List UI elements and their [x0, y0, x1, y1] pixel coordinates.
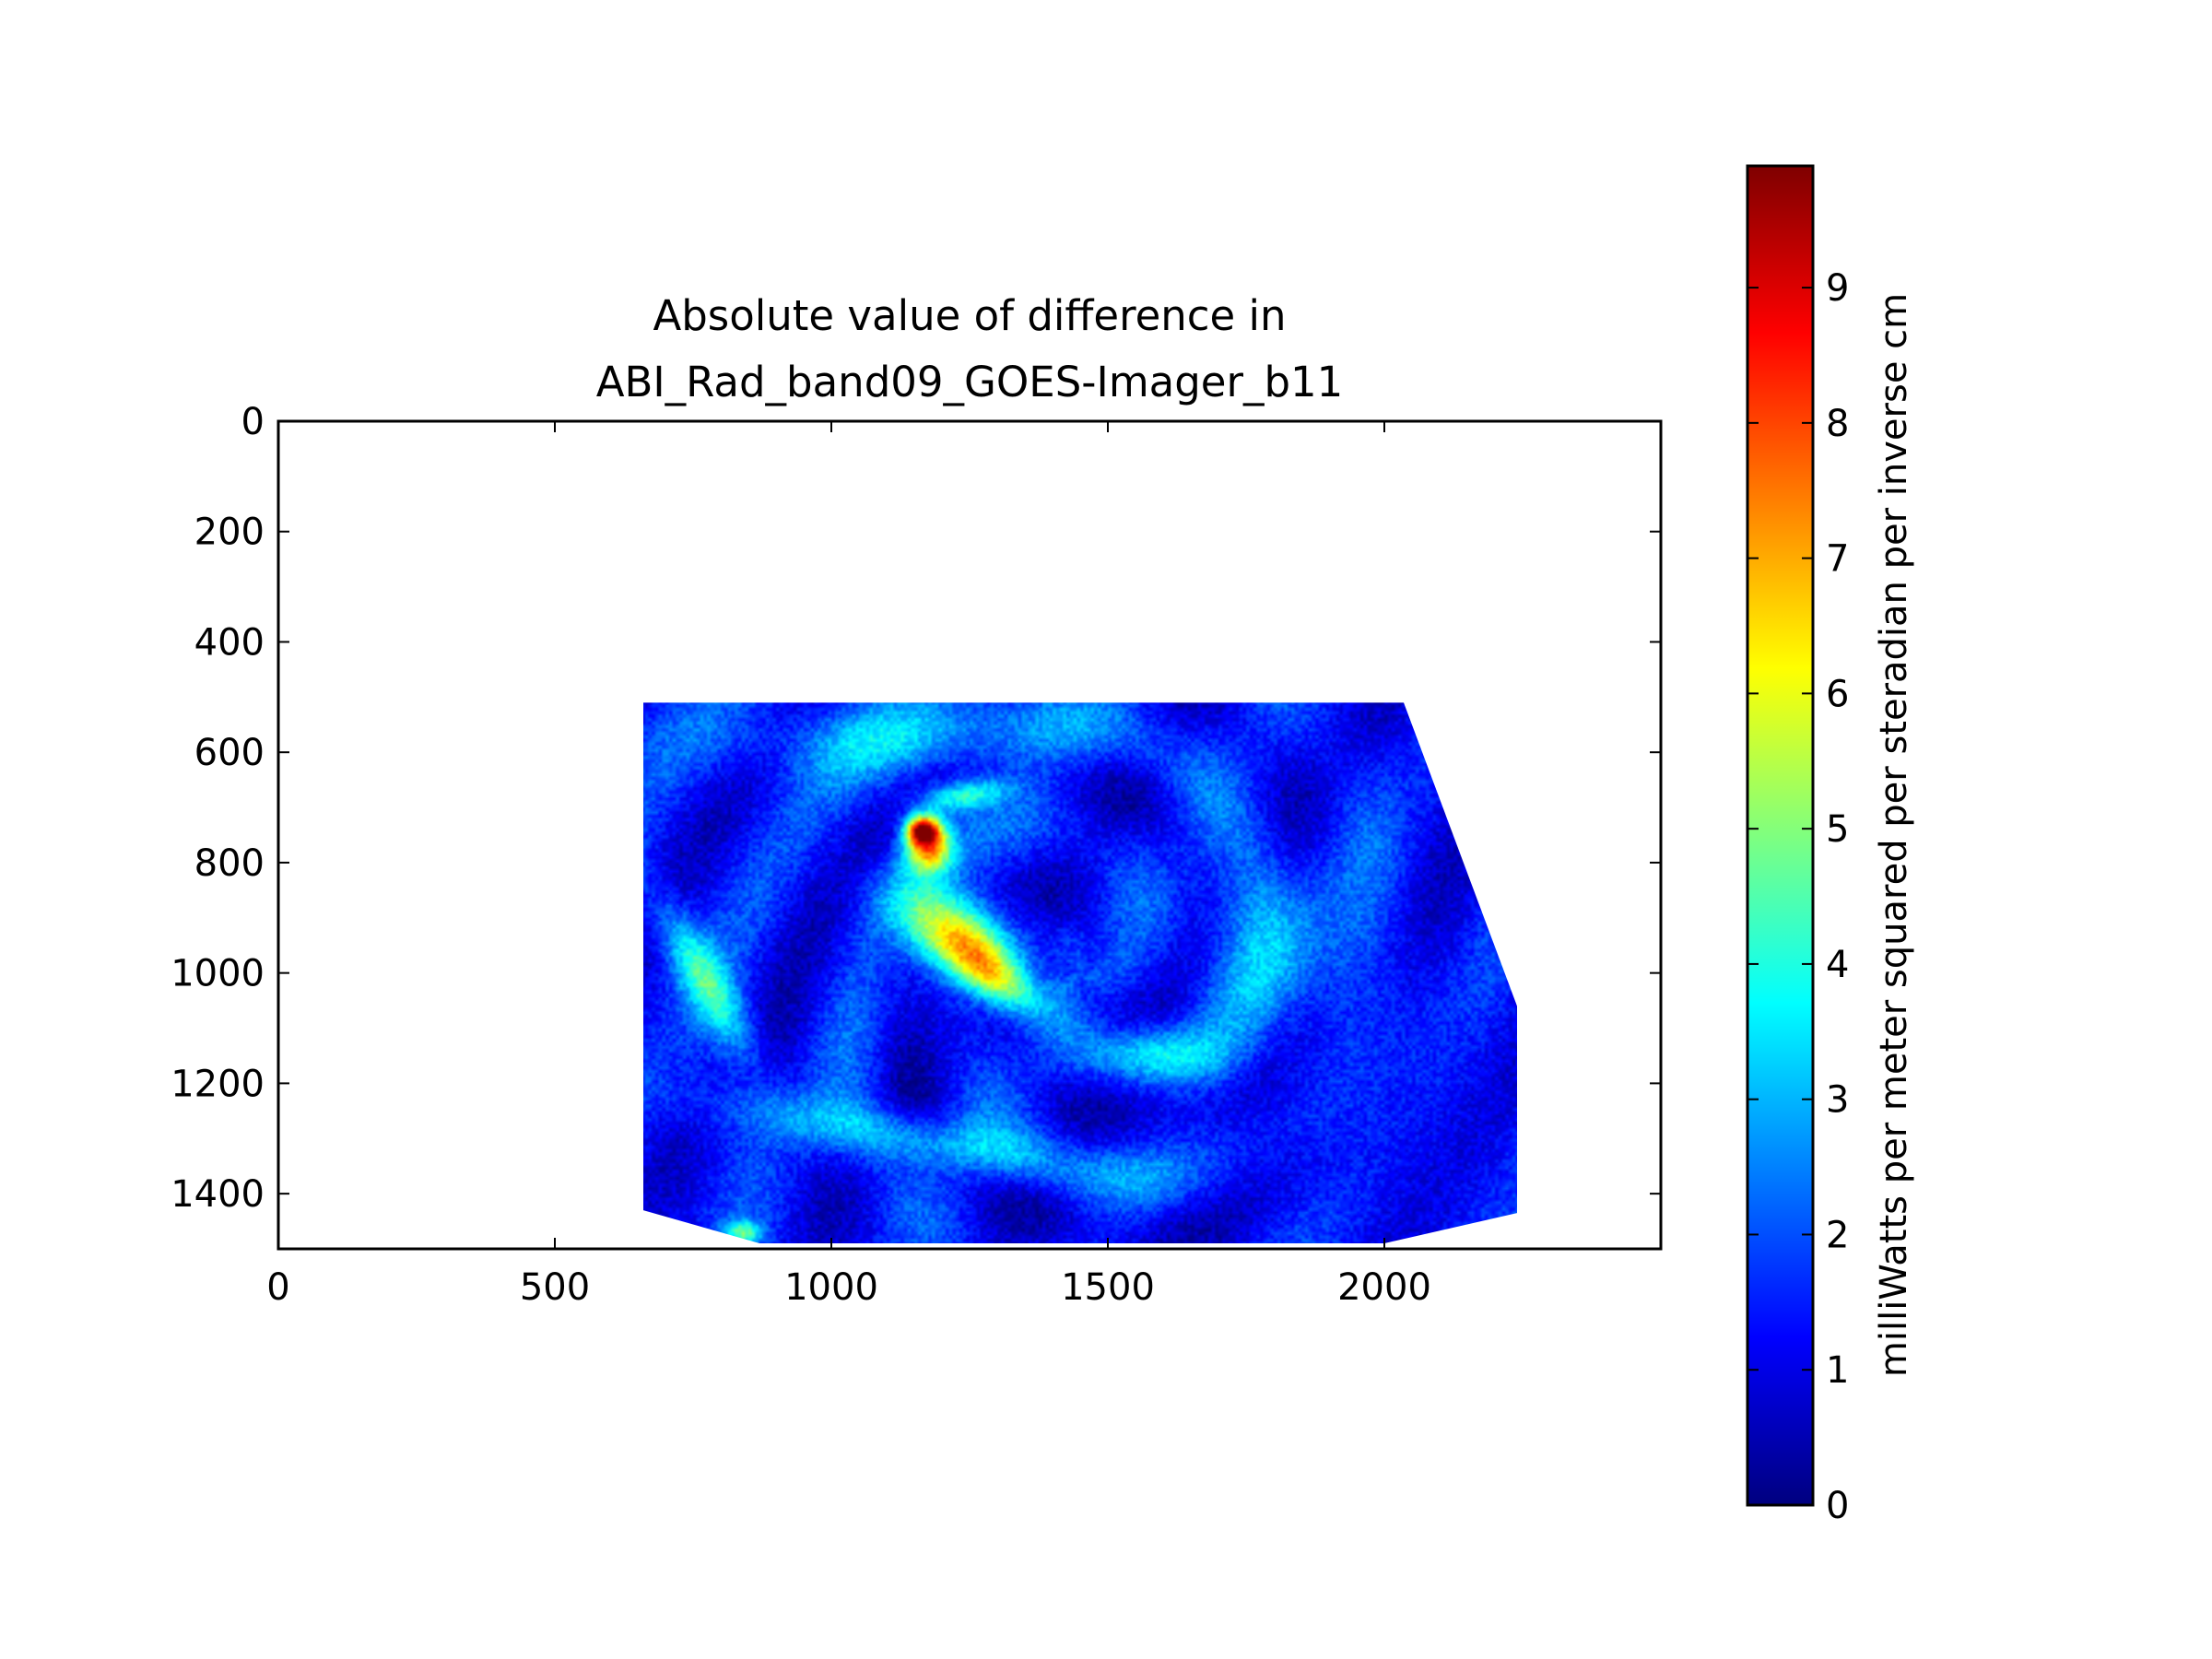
y-tick-label: 600	[194, 732, 265, 774]
x-tick-label: 1500	[1061, 1266, 1155, 1309]
colorbar-tick-label: 0	[1826, 1485, 1849, 1527]
y-tick-label: 400	[194, 621, 265, 664]
x-axis: 0 500 1000 1500 2000	[266, 421, 1431, 1309]
y-tick-label: 0	[241, 401, 265, 443]
heatmap-image	[643, 702, 1517, 1244]
colorbar-label: milliWatts per meter squared per steradi…	[1873, 293, 1915, 1377]
colorbar-tick-label: 3	[1826, 1079, 1849, 1122]
y-tick-label: 1000	[171, 953, 265, 995]
x-tick-label: 500	[520, 1266, 590, 1309]
colorbar-axis: 0 1 2 3 4 5 6 7 8 9	[1747, 267, 1849, 1527]
y-tick-label: 800	[194, 842, 265, 885]
heatmap-raster	[643, 702, 1517, 1244]
y-tick-label: 1200	[171, 1063, 265, 1105]
colorbar-tick-label: 6	[1826, 673, 1849, 715]
x-tick-label: 2000	[1337, 1266, 1431, 1309]
colorbar-tick-label: 5	[1826, 808, 1849, 851]
colorbar	[1746, 164, 1815, 1507]
y-axis: 0 200 400 600 800 1000 1200 1400	[171, 401, 1661, 1216]
colorbar-tick-label: 2	[1826, 1214, 1849, 1256]
x-tick-label: 0	[266, 1266, 289, 1309]
y-tick-label: 1400	[171, 1173, 265, 1216]
plot-frame	[276, 419, 1663, 1251]
colorbar-tick-label: 4	[1826, 944, 1849, 986]
colorbar-tick-label: 1	[1826, 1349, 1849, 1392]
x-tick-label: 1000	[784, 1266, 878, 1309]
chart-title-line-1: Absolute value of difference in	[653, 291, 1286, 340]
y-tick-label: 200	[194, 512, 265, 554]
colorbar-tick-label: 9	[1826, 267, 1849, 310]
colorbar-tick-label: 7	[1826, 538, 1849, 581]
chart-title-line-2: ABI_Rad_band09_GOES-Imager_b11	[596, 358, 1344, 406]
colorbar-tick-label: 8	[1826, 403, 1849, 445]
